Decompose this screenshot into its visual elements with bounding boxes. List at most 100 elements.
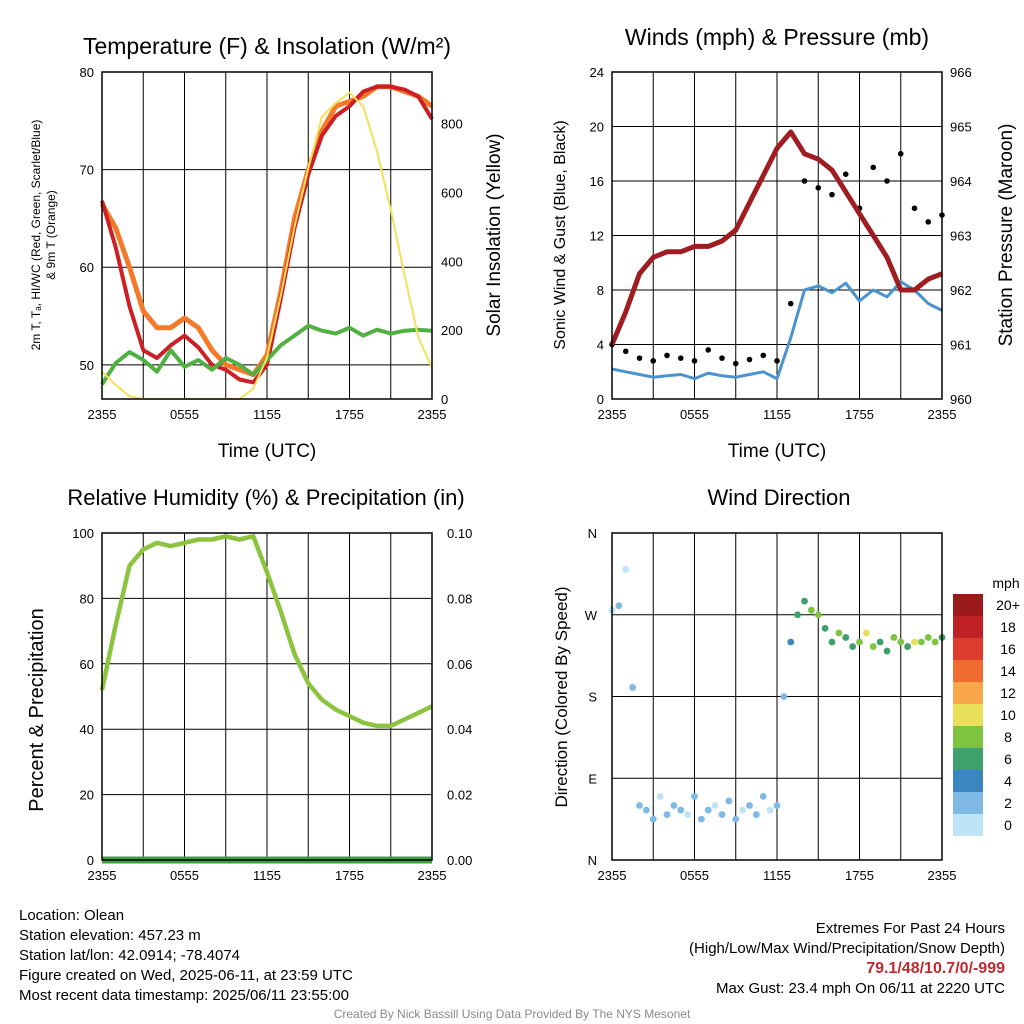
y2-tick-label: 964 <box>950 174 972 189</box>
y-axis-label-2: & 9m T (Orange) <box>44 190 58 280</box>
y-tick-label: 70 <box>80 163 94 178</box>
direction-point <box>807 606 815 614</box>
station-location: Location: Olean <box>19 907 125 924</box>
gust-point <box>815 185 822 191</box>
direction-point <box>636 802 643 809</box>
y2-tick-label: 962 <box>950 283 972 298</box>
direction-point <box>883 647 891 655</box>
y-tick-label: 100 <box>72 526 94 541</box>
x-tick-label: 1155 <box>253 407 281 422</box>
direction-point <box>725 797 733 805</box>
y2-tick-label: 0.02 <box>447 788 472 803</box>
gust-point <box>705 347 712 353</box>
y2-tick-label: 0 <box>441 392 448 407</box>
legend-label: 18 <box>1000 619 1016 635</box>
gust-point <box>911 205 918 212</box>
credit-line: Created By Nick Bassill Using Data Provi… <box>333 1007 691 1021</box>
figure-created: Figure created on Wed, 2025-06-11, at 23… <box>19 967 353 984</box>
direction-point <box>746 802 753 809</box>
rh-line <box>99 534 433 729</box>
x-axis-label: Time (UTC) <box>728 441 827 462</box>
y2-tick-label: 965 <box>950 120 972 135</box>
y-tick-label: 60 <box>80 657 94 672</box>
extremes-info: Extremes For Past 24 Hours (High/Low/Max… <box>689 919 1005 999</box>
x-tick-label: 2355 <box>88 868 117 883</box>
legend-label: 8 <box>1004 729 1012 745</box>
direction-point <box>670 802 678 809</box>
legend-swatch <box>953 616 983 638</box>
direction-point <box>732 815 740 823</box>
x-tick-label: 2355 <box>418 407 447 422</box>
legend-swatch <box>953 726 983 748</box>
chart-title: Relative Humidity (%) & Precipitation (i… <box>67 485 464 510</box>
x-tick-label: 2355 <box>928 407 957 422</box>
legend-label: 20+ <box>996 597 1020 613</box>
x-tick-label: 1755 <box>845 407 874 422</box>
y-tick-label: E <box>588 771 597 786</box>
x-tick-label: 0555 <box>170 868 199 883</box>
sonic-wind-line <box>611 280 943 381</box>
plot-border <box>611 71 943 400</box>
station-latlon: Station lat/lon: 42.0914; -78.4074 <box>19 947 241 964</box>
legend-swatch <box>953 660 983 682</box>
x-tick-label: 2355 <box>928 868 957 883</box>
direction-point <box>897 638 905 646</box>
direction-point <box>821 624 829 632</box>
direction-point <box>615 602 623 610</box>
y2-tick-label: 0.08 <box>447 591 472 606</box>
direction-point <box>849 643 857 650</box>
legend-swatch <box>953 770 983 792</box>
y-tick-label: S <box>588 690 597 705</box>
y-tick-label: N <box>588 526 597 541</box>
legend-label: 4 <box>1004 773 1012 789</box>
direction-point <box>924 634 932 641</box>
y-tick-label: 12 <box>590 229 604 244</box>
y-axis-label: Sonic Wind & Gust (Blue, Black) <box>552 120 569 349</box>
y2-tick-label: 0.04 <box>447 722 472 737</box>
direction-point <box>869 643 877 650</box>
x-tick-label: 1155 <box>763 868 791 883</box>
y2-tick-label: 0.10 <box>447 526 472 541</box>
direction-point <box>697 815 705 823</box>
direction-point <box>718 811 726 818</box>
direction-point <box>766 806 774 814</box>
direction-point <box>794 611 802 619</box>
gust-point <box>870 164 877 171</box>
gust-point <box>664 352 670 359</box>
y-axis-label: 2m T, Tₐ, HI/WC (Red, Green, Scarlet/Blu… <box>29 120 43 351</box>
legend-label: 10 <box>1000 707 1016 723</box>
direction-point <box>622 565 630 573</box>
y-tick-label: W <box>585 608 598 623</box>
legend-label: 6 <box>1004 751 1012 767</box>
legend-swatch <box>953 638 983 660</box>
x-tick-label: 0555 <box>680 868 709 883</box>
x-tick-label: 2355 <box>598 407 627 422</box>
extremes-header: Extremes For Past 24 Hours <box>815 920 1005 937</box>
plot-border <box>101 532 433 861</box>
gust-point <box>801 178 808 184</box>
direction-point <box>780 693 788 700</box>
y-tick-label: 4 <box>597 338 604 353</box>
direction-point <box>931 638 939 646</box>
direction-point <box>801 597 808 605</box>
legend-swatch <box>953 682 983 704</box>
legend-swatch <box>953 594 983 616</box>
gust-point <box>650 358 657 364</box>
y-tick-label: 50 <box>80 358 94 373</box>
legend-label: 14 <box>1000 663 1016 679</box>
y2-tick-label: 961 <box>950 338 972 353</box>
x-axis-label: Time (UTC) <box>218 441 317 462</box>
extremes-values: 79.1/48/10.7/0/-999 <box>866 960 1005 977</box>
y-axis-label: Percent & Precipitation <box>26 608 48 811</box>
chart-title: Temperature (F) & Insolation (W/m²) <box>83 33 451 59</box>
direction-point <box>656 793 664 800</box>
x-tick-label: 1155 <box>253 868 281 883</box>
direction-point <box>856 638 863 646</box>
direction-point <box>663 811 671 818</box>
temp-series-line-1 <box>100 84 434 385</box>
y-tick-label: 80 <box>80 591 94 606</box>
y-axis-label: Direction (Colored By Speed) <box>552 586 571 807</box>
gust-point <box>884 178 890 184</box>
direction-point <box>842 634 850 641</box>
